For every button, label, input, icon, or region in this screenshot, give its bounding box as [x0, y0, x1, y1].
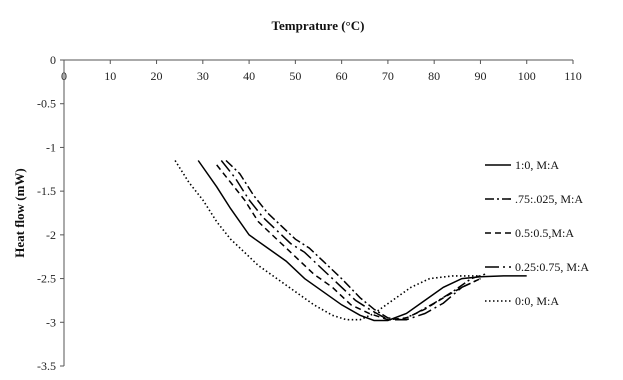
axes: 0 10 20 30 40 50 60 70 80 90 100 110 0 -0.5 -1 -1.5 -2 -2…: [37, 53, 582, 373]
x-tick-label: 70: [382, 69, 394, 83]
legend-label-3: 0.5:0.5,M:A: [515, 226, 574, 240]
x-tick-label: 20: [151, 69, 163, 83]
legend-label-5: 0:0, M:A: [515, 294, 559, 308]
x-tick-label: 100: [518, 69, 536, 83]
series-line-1: [197, 160, 527, 322]
y-tick-label: 0: [50, 53, 56, 67]
y-axis-title: Heat flow (mW): [12, 168, 27, 258]
series-layer: [174, 159, 527, 322]
y-tick-label: -1.5: [37, 184, 56, 198]
x-axis-title: Temprature (°C): [272, 18, 365, 33]
x-tick-label: 40: [243, 69, 255, 83]
legend-label-4: 0.25:0.75, M:A: [515, 260, 589, 274]
y-tick-label: -1: [46, 140, 56, 154]
x-tick-label: 60: [336, 69, 348, 83]
series-line-5: [174, 160, 481, 321]
x-tick-label: 90: [474, 69, 486, 83]
x-tick-label: 10: [104, 69, 116, 83]
y-tick-label: -2: [46, 228, 56, 242]
x-tick-label: 50: [289, 69, 301, 83]
legend-label-1: 1:0, M:A: [515, 158, 559, 172]
legend: 1:0, M:A .75:.025, M:A 0.5:0.5,M:A 0.25:0.7…: [485, 158, 589, 308]
series-line-4: [220, 160, 481, 321]
y-tick-label: -3: [46, 315, 56, 329]
x-tick-label: 80: [428, 69, 440, 83]
series-line-3: [216, 164, 481, 321]
y-tick-label: -2.5: [37, 272, 56, 286]
series-line-2: [225, 159, 486, 321]
legend-label-2: .75:.025, M:A: [515, 192, 583, 206]
x-tick-label: 0: [61, 69, 67, 83]
y-tick-label: -3.5: [37, 359, 56, 373]
x-tick-label: 30: [197, 69, 209, 83]
y-tick-label: -0.5: [37, 97, 56, 111]
x-tick-label: 110: [564, 69, 582, 83]
